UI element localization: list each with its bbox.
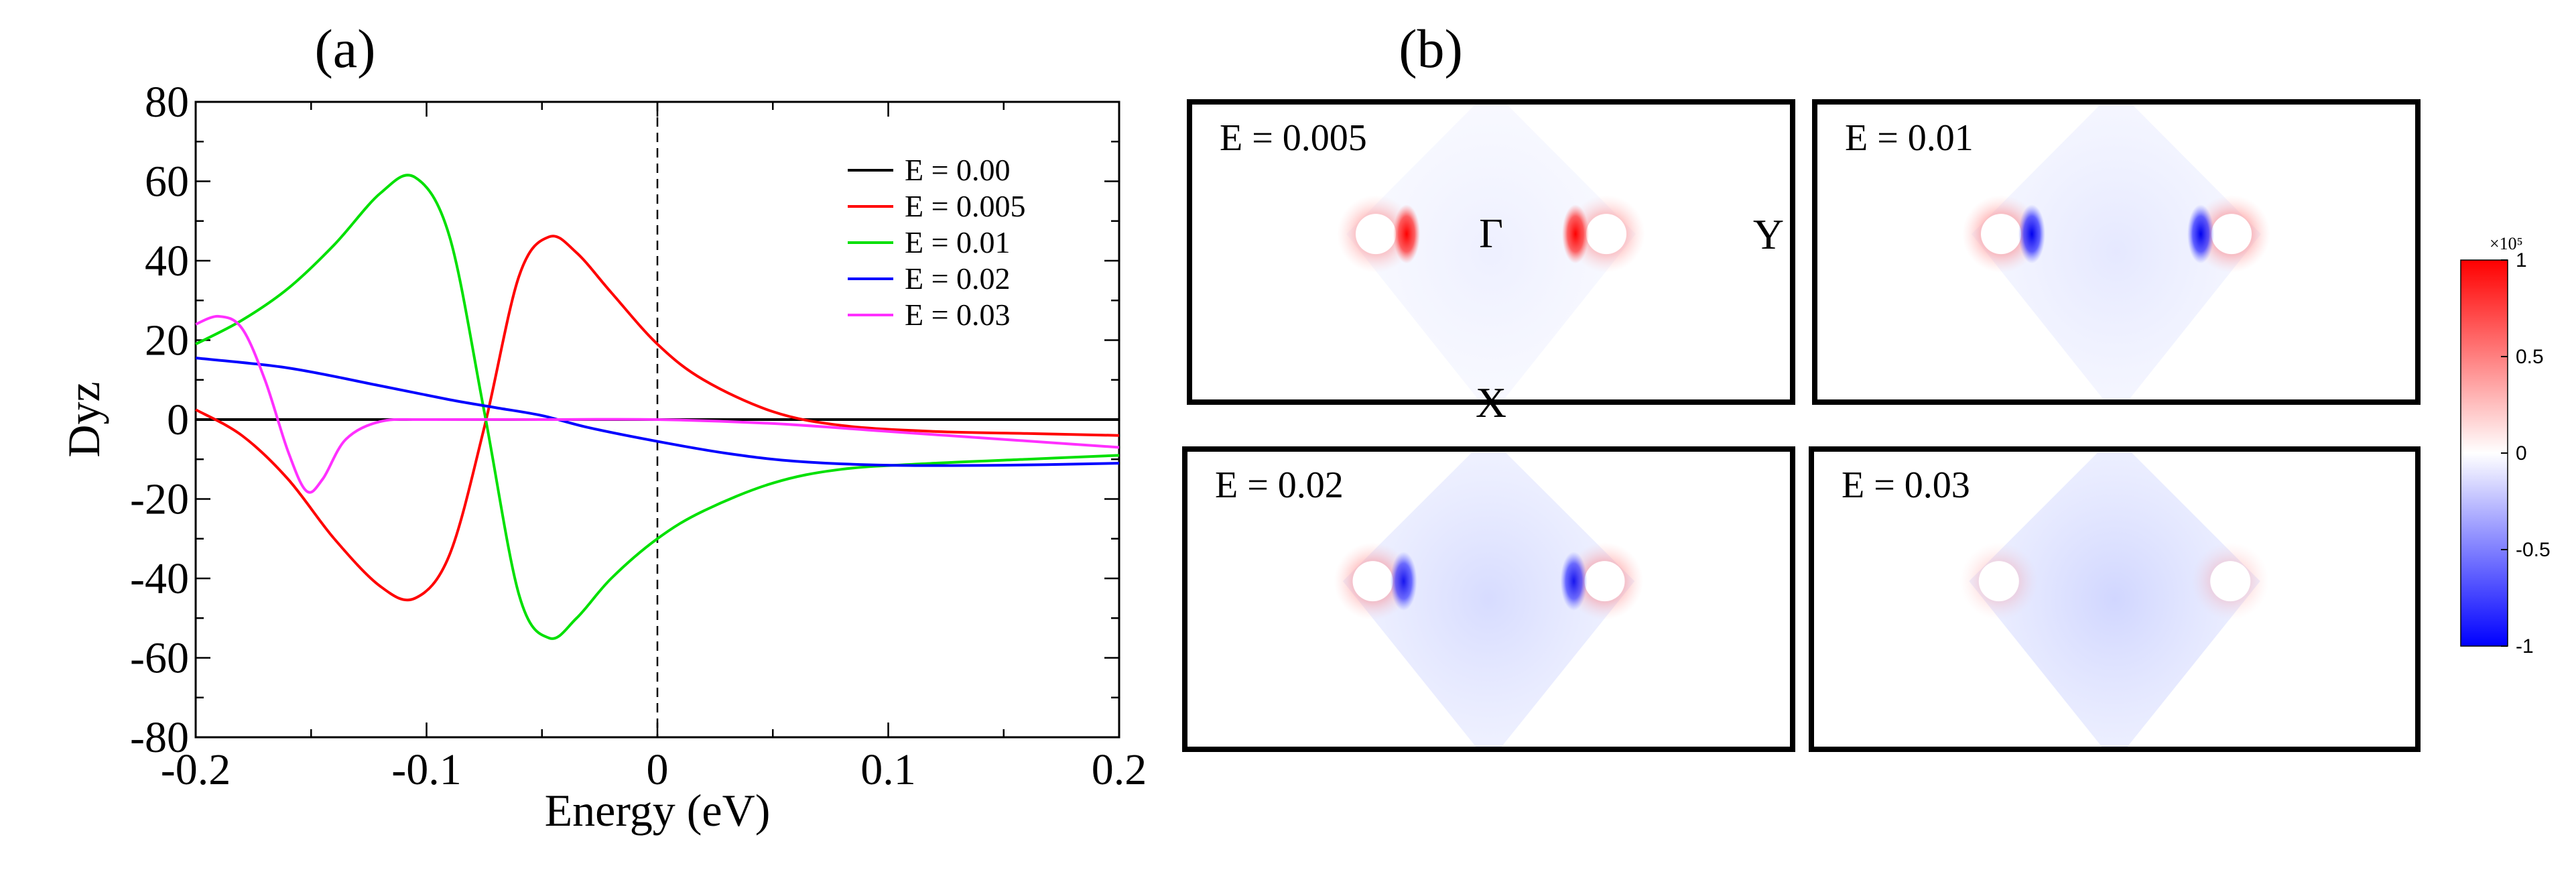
- background-diamond: [1969, 449, 2260, 749]
- heatmap-panel: E = 0.03: [1809, 446, 2421, 752]
- y-tick-label: -60: [130, 634, 189, 683]
- colorbar-scale-label: ×10⁵: [2490, 234, 2523, 253]
- line-plot: -0.2 -0.1 0 0.1 0.2 -80 -60 -40 -20 0 20 40 60 80 Ene…: [58, 78, 1147, 836]
- legend-entry: E = 0.01: [905, 225, 1011, 259]
- heatmap-energy-label: E = 0.03: [1842, 464, 1970, 506]
- halo-core: [2210, 561, 2251, 602]
- y-point-label: Y: [1753, 210, 1784, 258]
- y-axis-label: Dyz: [58, 381, 109, 457]
- colorbar-tick-label: 0.5: [2516, 346, 2544, 368]
- y-tick-label: 0: [167, 395, 189, 444]
- panel-a-label: (a): [314, 18, 375, 79]
- heatmap-panel: E = 0.02: [1182, 446, 1795, 752]
- y-tick-label: 40: [145, 237, 189, 286]
- colorbar-tick-label: -0.5: [2516, 539, 2551, 561]
- halo-core: [1978, 561, 2019, 602]
- heatmap-energy-label: E = 0.01: [1845, 117, 1974, 159]
- series-line-5: [195, 314, 1120, 494]
- x-tick-label: -0.1: [391, 745, 461, 794]
- x-tick-label: 0.2: [1092, 745, 1147, 794]
- heatmap-frame: [1182, 446, 1795, 752]
- y-tick-label: 60: [145, 158, 189, 206]
- halo-core: [1981, 214, 2021, 255]
- y-tick-label: 80: [145, 78, 189, 127]
- colorbar-ticks: 1 0.5 0 -0.5 -1: [2501, 249, 2551, 657]
- heatmap-energy-label: E = 0.02: [1215, 464, 1344, 506]
- blue-hotspot: [2018, 204, 2045, 264]
- panel-b-label: (b): [1399, 18, 1463, 79]
- axis-tick-labels: -0.2 -0.1 0 0.1 0.2 -80 -60 -40 -20 0 20 40 60 80: [130, 78, 1147, 794]
- heatmap-energy-label: E = 0.005: [1220, 117, 1367, 159]
- heatmap-frame: [1812, 99, 2421, 405]
- series-line-3: [195, 174, 1120, 640]
- background-diamond: [1972, 102, 2261, 402]
- heatmap-panel: E = 0.005 Γ Y X: [1187, 99, 1795, 426]
- legend-entry: E = 0.03: [905, 298, 1011, 332]
- x-tick-label: -0.2: [161, 745, 231, 794]
- x-point-label: X: [1476, 379, 1506, 426]
- x-axis-label: Energy (eV): [545, 785, 771, 836]
- legend-entry: E = 0.00: [905, 153, 1011, 187]
- x-tick-label: 0: [647, 745, 669, 794]
- background-diamond: [1346, 102, 1636, 402]
- heatmap-panel: E = 0.01: [1812, 99, 2421, 405]
- axis-ticks: [194, 101, 1120, 739]
- legend-entry: E = 0.02: [905, 261, 1011, 296]
- y-tick-label: -20: [130, 475, 189, 524]
- heatmap-frame: [1809, 446, 2421, 752]
- y-tick-label: -40: [130, 554, 189, 603]
- heatmap-grid: E = 0.005 Γ Y X E = 0.01 E = 0.02 E = 0.03: [1182, 99, 2421, 752]
- y-tick-label: -80: [130, 713, 189, 762]
- heatmap-frame: [1187, 99, 1795, 405]
- colorbar-tick-label: -1: [2516, 635, 2534, 657]
- legend-entry: E = 0.005: [905, 189, 1026, 223]
- blue-hotspot: [2187, 204, 2214, 264]
- series-line-4: [195, 357, 1120, 467]
- y-tick-label: 20: [145, 316, 189, 365]
- halo-core: [1352, 561, 1393, 602]
- blue-hotspot: [1390, 552, 1417, 611]
- red-hotspot: [1393, 204, 1420, 264]
- colorbar-tick-label: 0: [2516, 442, 2527, 464]
- red-hotspot: [1562, 204, 1589, 264]
- halo-core: [1584, 561, 1625, 602]
- colorbar-tick-label: 1: [2516, 249, 2527, 271]
- gamma-point-label: Γ: [1479, 211, 1503, 257]
- colorbar: ×10⁵ 1 0.5 0 -0.5 -1: [2460, 234, 2551, 657]
- blue-hotspot: [1560, 552, 1588, 611]
- halo-core: [2211, 214, 2252, 255]
- halo-core: [1586, 214, 1626, 255]
- colorbar-gradient: [2460, 259, 2508, 647]
- plot-series: [195, 174, 1120, 640]
- background-diamond: [1342, 449, 1635, 749]
- series-line-2: [195, 235, 1120, 602]
- x-tick-label: 0.1: [860, 745, 916, 794]
- halo-core: [1356, 214, 1396, 255]
